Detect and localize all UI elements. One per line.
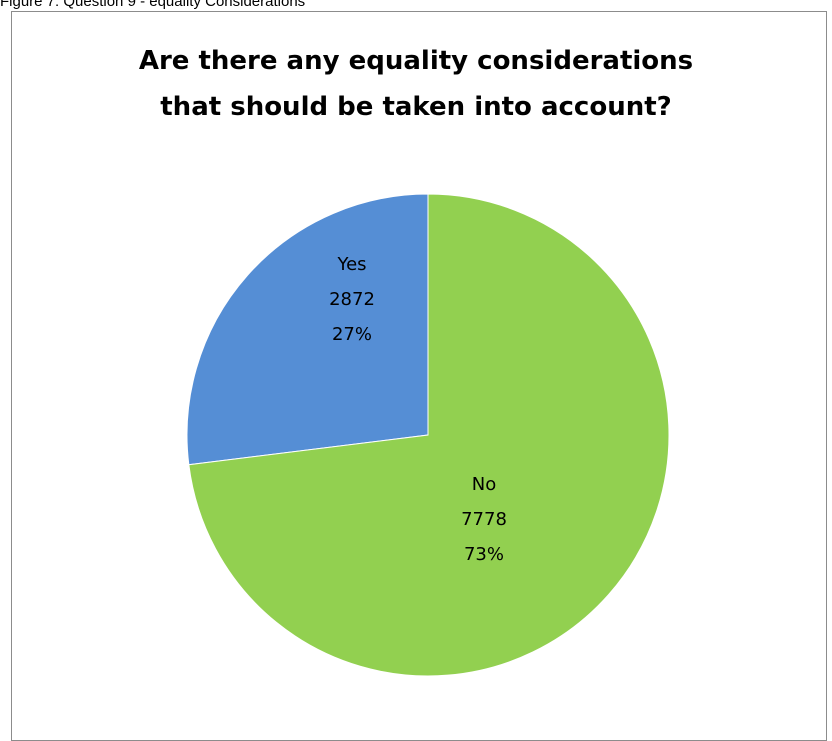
chart-title-line-1: Are there any equality considerations (138, 46, 694, 76)
pie-slice-no-label-name: No (472, 474, 496, 495)
pie-slices (186, 193, 670, 677)
pie-slice-no-label-percent: 73% (464, 544, 504, 565)
chart-title: Are there any equality considerations th… (0, 38, 832, 130)
pie-slice-yes (186, 193, 429, 466)
pie-slice-yes-label-percent: 27% (332, 324, 372, 345)
pie-slice-no (188, 193, 670, 677)
chart-title-line-2: that should be taken into account? (160, 92, 672, 122)
pie-slice-yes-label-name: Yes (336, 254, 366, 275)
pie-slice-yes-label-value: 2872 (329, 289, 375, 310)
pie-slice-no-label-value: 7778 (461, 509, 507, 530)
pie-labels: Yes 2872 27% No 7778 73% (329, 254, 507, 565)
figure-caption: Figure 7: Question 9 - equality Consider… (0, 0, 306, 10)
